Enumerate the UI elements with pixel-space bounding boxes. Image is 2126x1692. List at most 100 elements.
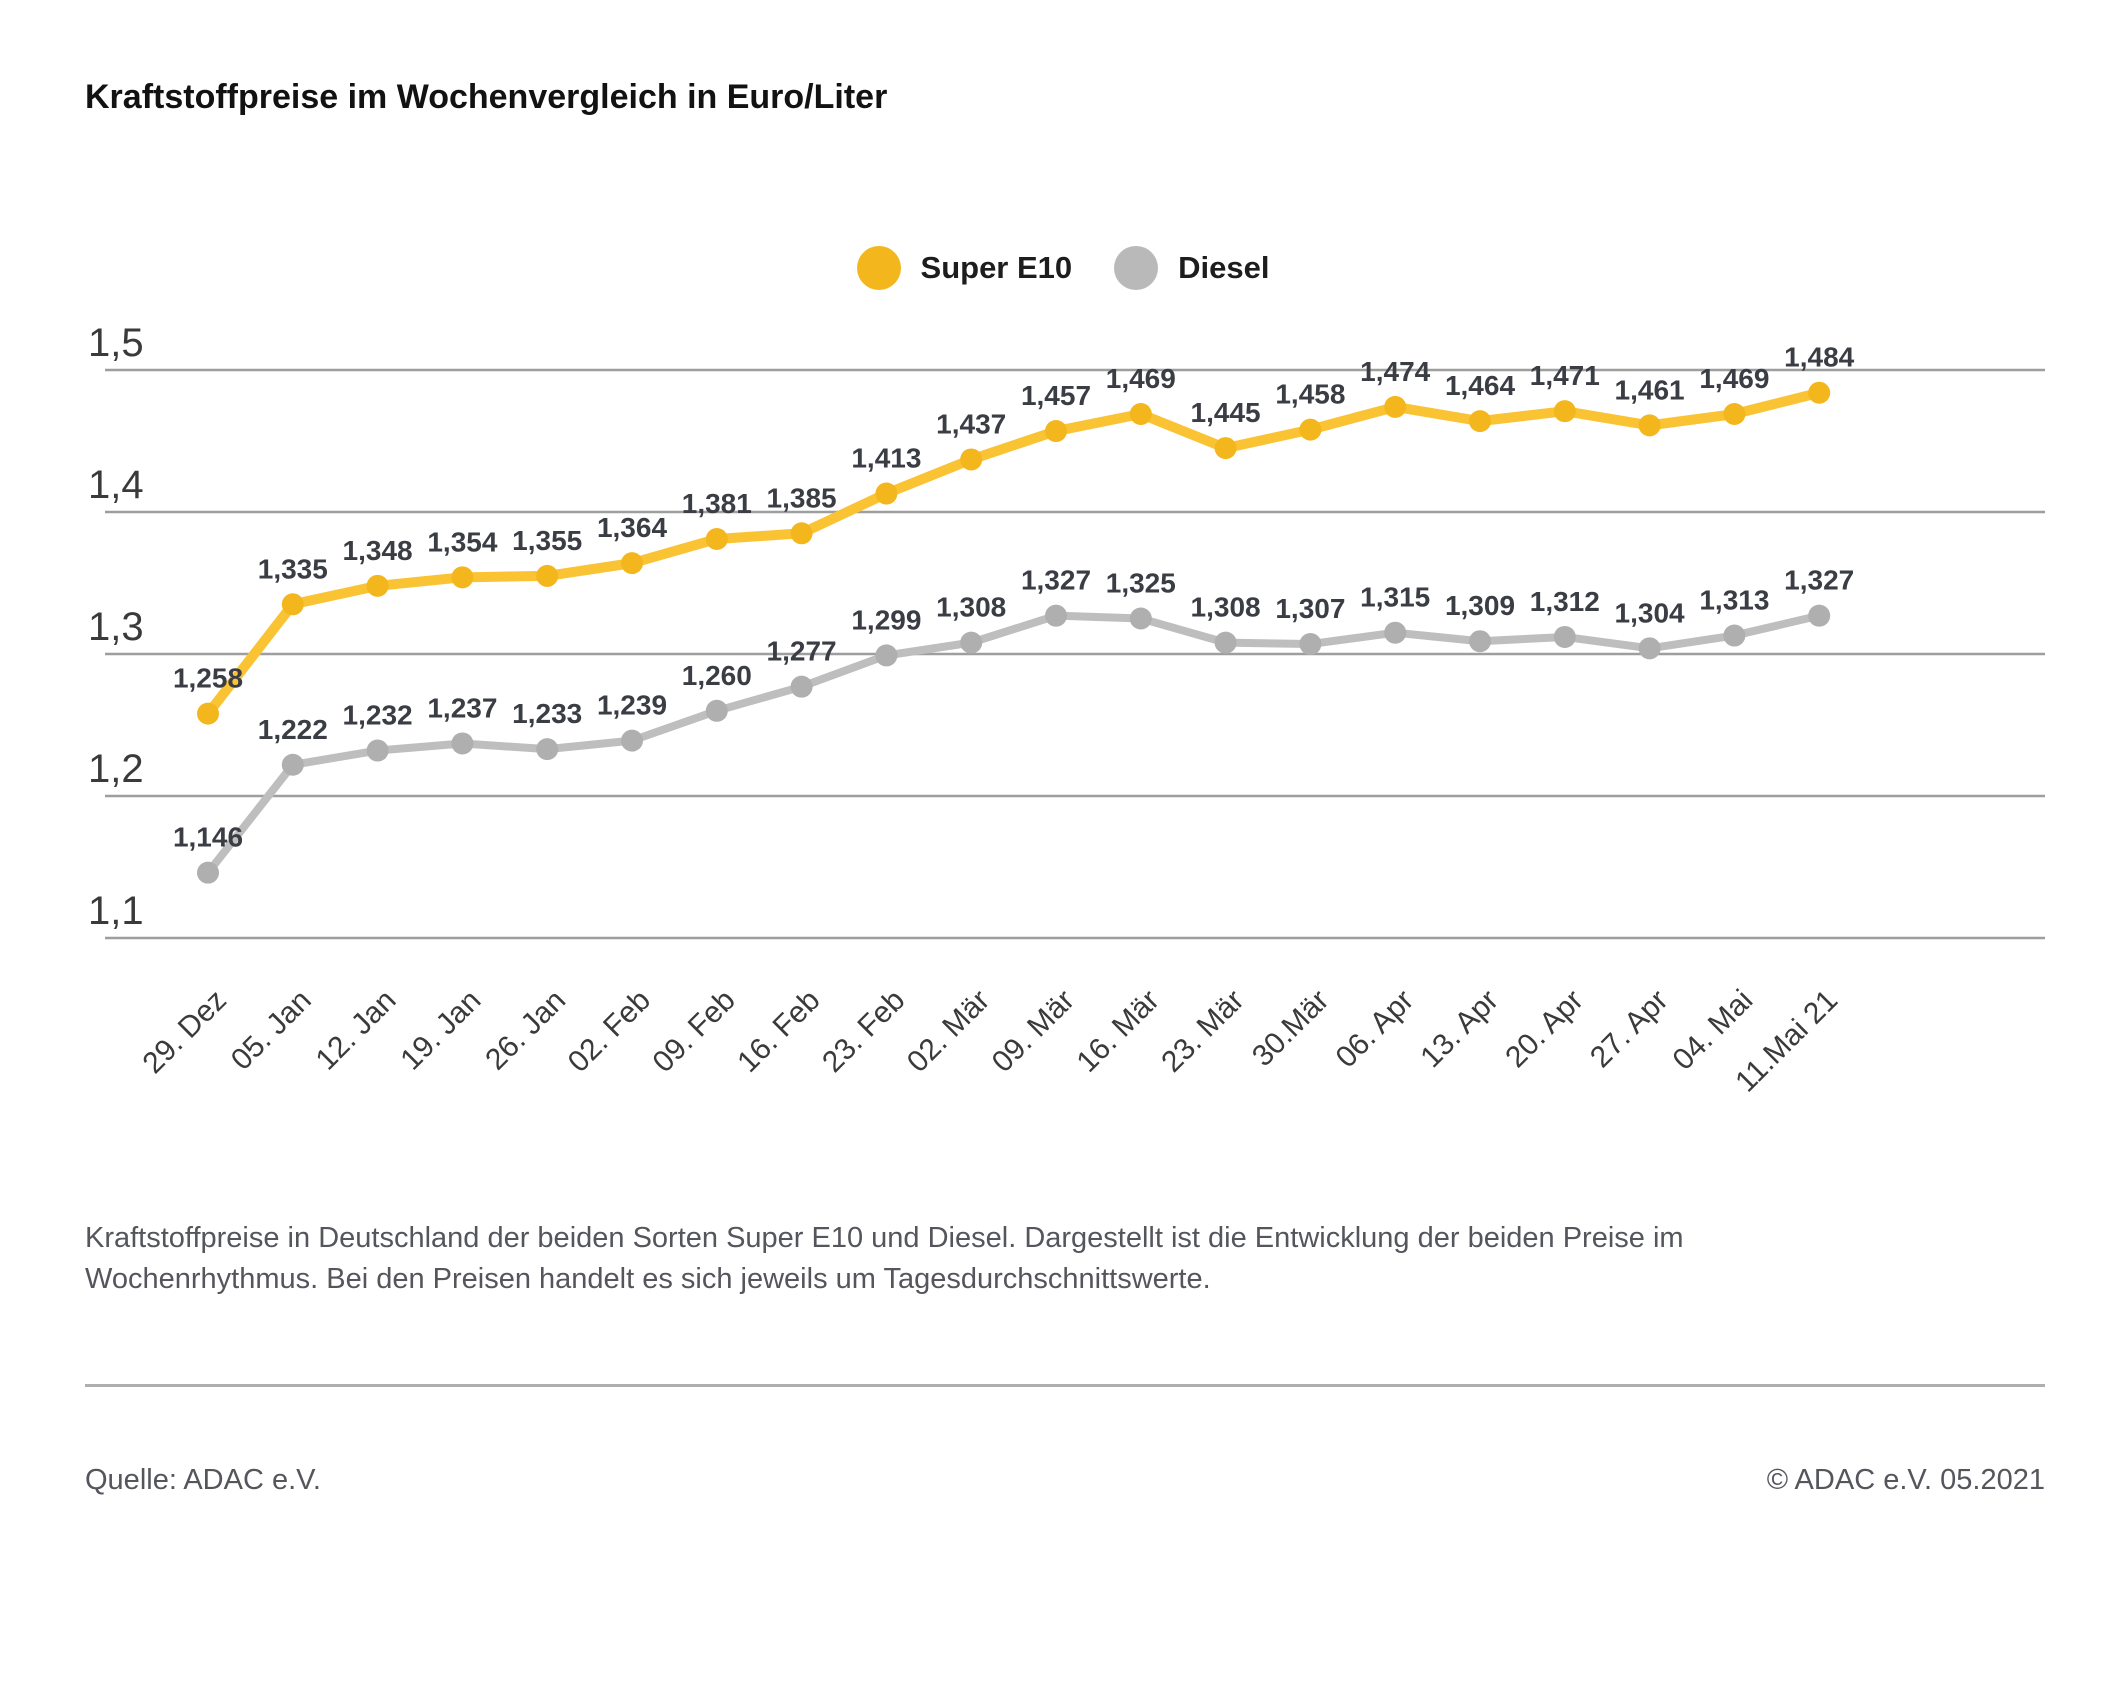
diesel-dot xyxy=(1469,630,1491,653)
x-tick-label: 02. Mär xyxy=(901,984,996,1079)
super-e10-dot xyxy=(1384,395,1407,418)
diesel-dot xyxy=(960,631,983,654)
diesel-dot xyxy=(1553,625,1576,648)
diesel-dot xyxy=(366,739,389,762)
x-tick-label: 13. Apr xyxy=(1414,984,1505,1075)
diesel-dot xyxy=(790,675,813,698)
legend: Super E10 Diesel xyxy=(0,246,2126,290)
super-e10-line xyxy=(203,387,1825,719)
super-e10-value-label: 1,445 xyxy=(1191,397,1261,428)
x-tick-label: 09. Feb xyxy=(646,984,741,1079)
super-e10-dot xyxy=(1214,437,1237,460)
super-e10-value-label: 1,471 xyxy=(1530,360,1600,391)
chart-caption: Kraftstoffpreise in Deutschland der beid… xyxy=(85,1222,1684,1295)
super-e10-dot xyxy=(875,482,898,505)
diesel-line xyxy=(204,611,1824,877)
diesel-value-label: 1,232 xyxy=(343,700,413,731)
diesel-value-label: 1,307 xyxy=(1275,593,1345,624)
super-e10-dot xyxy=(366,574,389,597)
diesel-dot xyxy=(1214,631,1237,654)
x-tick-label: 19. Jan xyxy=(394,984,487,1077)
super-e10-dot xyxy=(451,566,474,589)
diesel-dot xyxy=(1638,637,1661,660)
x-tick-label: 20. Apr xyxy=(1499,984,1590,1075)
super-e10-value-label: 1,364 xyxy=(597,512,667,543)
super-e10-value-label: 1,413 xyxy=(851,443,921,474)
super-e10-value-label: 1,385 xyxy=(767,482,837,513)
diesel-value-label: 1,304 xyxy=(1615,597,1685,628)
super-e10-value-label: 1,437 xyxy=(936,408,1006,439)
super-e10-dot xyxy=(281,593,304,616)
x-tick-label: 16. Mär xyxy=(1070,984,1165,1079)
super-e10-value-label: 1,474 xyxy=(1360,356,1430,387)
super-e10-dot xyxy=(960,448,983,471)
super-e10-dot xyxy=(1723,403,1746,426)
super-e10-value-label: 1,457 xyxy=(1021,380,1091,411)
x-tick-label: 09. Mär xyxy=(986,984,1081,1079)
super-e10-value-label: 1,258 xyxy=(173,663,243,694)
super-e10-dot xyxy=(1638,414,1661,437)
x-tick-label: 16. Feb xyxy=(731,984,826,1079)
source-text: Quelle: ADAC e.V. xyxy=(85,1464,321,1496)
diesel-dot xyxy=(281,753,304,776)
diesel-dot xyxy=(1723,624,1746,647)
legend-label-super-e10: Super E10 xyxy=(920,250,1073,285)
super-e10-dot xyxy=(1808,381,1831,404)
diesel-value-label: 1,299 xyxy=(851,604,921,635)
super-e10-value-label: 1,484 xyxy=(1784,342,1854,373)
x-tick-label: 05. Jan xyxy=(225,984,318,1077)
super-e10-dot xyxy=(621,552,643,575)
divider-line xyxy=(85,1384,2045,1387)
super-e10-value-label: 1,464 xyxy=(1445,370,1515,401)
y-tick-label: 1,5 xyxy=(88,321,144,365)
super-e10-value-label: 1,458 xyxy=(1275,379,1345,410)
footer: Quelle: ADAC e.V. © ADAC e.V. 05.2021 xyxy=(85,1464,2045,1497)
x-tick-label: 29. Dez xyxy=(137,984,233,1080)
super-e10-dot xyxy=(197,702,219,725)
diesel-value-label: 1,308 xyxy=(1191,592,1261,623)
super-e10-value-label: 1,348 xyxy=(343,535,413,566)
diesel-dot xyxy=(621,729,643,752)
diesel-dot xyxy=(1045,604,1067,627)
diesel-dot xyxy=(197,861,219,884)
x-tick-label: 23. Feb xyxy=(816,984,911,1079)
super-e10-dot xyxy=(705,527,728,550)
diesel-dot xyxy=(705,699,728,722)
diesel-value-label: 1,233 xyxy=(512,698,582,729)
diesel-value-label: 1,327 xyxy=(1784,565,1854,596)
super-e10-value-label: 1,355 xyxy=(512,525,582,556)
super-e10-swatch-icon xyxy=(856,246,901,290)
legend-label-diesel: Diesel xyxy=(1178,250,1270,285)
super-e10-value-label: 1,469 xyxy=(1106,363,1176,394)
super-e10-value-label: 1,469 xyxy=(1699,363,1769,394)
diesel-value-label: 1,315 xyxy=(1360,582,1430,613)
diesel-swatch-icon xyxy=(1114,246,1159,290)
y-tick-label: 1,3 xyxy=(88,605,144,649)
super-e10-value-label: 1,335 xyxy=(258,553,328,584)
super-e10-value-label: 1,461 xyxy=(1615,374,1685,405)
diesel-value-label: 1,308 xyxy=(936,592,1006,623)
super-e10-dot xyxy=(1469,410,1491,433)
y-tick-label: 1,4 xyxy=(88,463,144,507)
chart-title: Kraftstoffpreise im Wochenvergleich in E… xyxy=(85,78,888,116)
diesel-dot xyxy=(1129,607,1152,630)
diesel-value-label: 1,327 xyxy=(1021,565,1091,596)
super-e10-dot xyxy=(1299,418,1322,441)
diesel-value-label: 1,277 xyxy=(767,636,837,667)
x-tick-label: 02. Feb xyxy=(562,984,657,1079)
super-e10-dot xyxy=(1553,400,1576,423)
x-tick-label: 26. Jan xyxy=(479,984,572,1077)
super-e10-dot xyxy=(536,564,559,587)
diesel-value-label: 1,309 xyxy=(1445,590,1515,621)
legend-item-diesel: Diesel xyxy=(1114,246,1269,290)
super-e10-dot xyxy=(790,522,813,545)
super-e10-dot xyxy=(1045,420,1067,443)
x-tick-label: 06. Apr xyxy=(1330,984,1421,1075)
diesel-dot xyxy=(1808,604,1831,627)
diesel-value-label: 1,146 xyxy=(173,822,243,853)
super-e10-value-label: 1,354 xyxy=(427,526,497,557)
diesel-value-label: 1,237 xyxy=(427,692,497,723)
y-tick-label: 1,1 xyxy=(88,889,144,933)
